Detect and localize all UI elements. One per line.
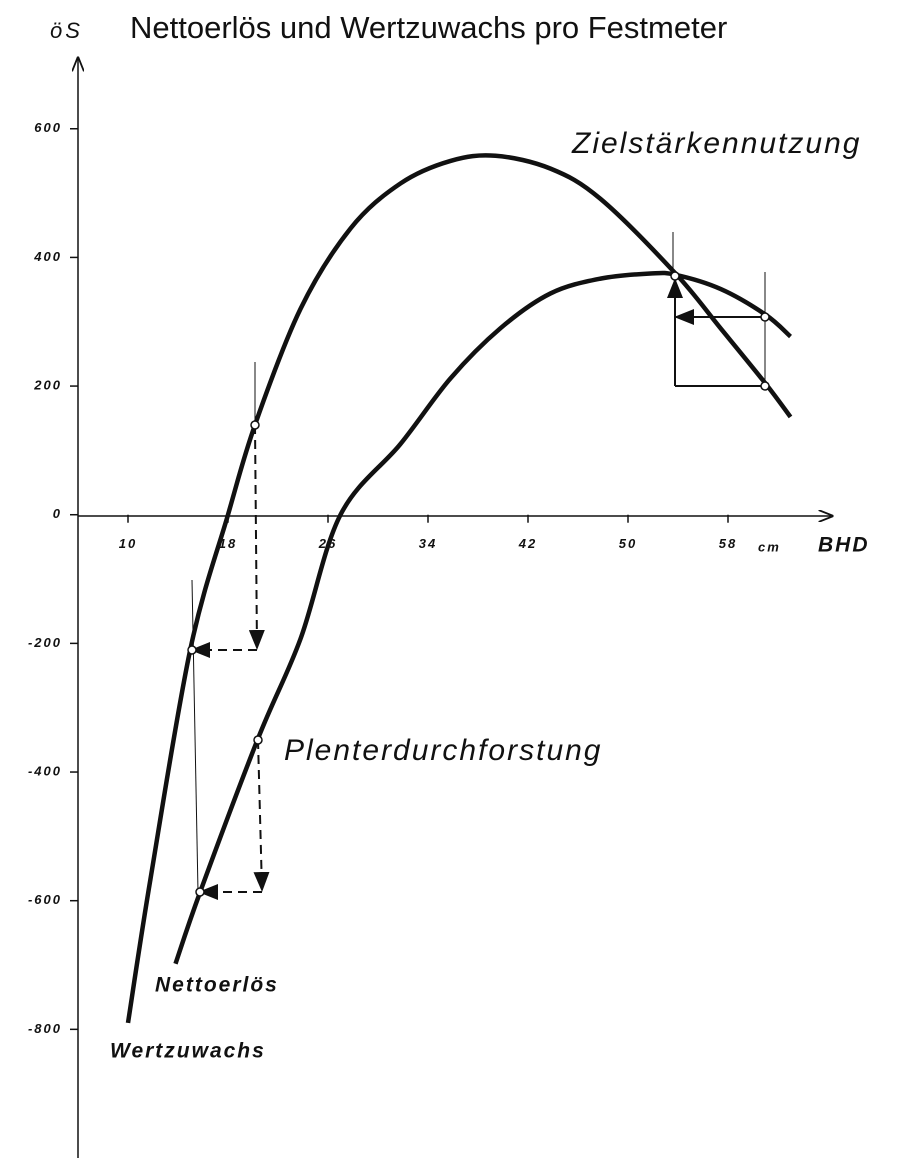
x-axis-label: BHD: [818, 534, 870, 557]
legend-label: Nettoerlös: [155, 974, 279, 997]
construction-lines: [190, 232, 766, 900]
y-tick-label: -200: [28, 635, 62, 650]
line: [125, 153, 793, 1024]
y-tick-label: 200: [33, 378, 62, 393]
x-tick-label: 58: [719, 536, 737, 551]
x-tick-label: 18: [219, 536, 237, 551]
y-tick-label: 400: [33, 249, 62, 264]
y-axis-label: öS: [50, 18, 83, 43]
x-tick-label: 10: [119, 536, 137, 551]
chart-title: Nettoerlös und Wertzuwachs pro Festmeter: [130, 10, 727, 45]
x-tick-label: 42: [518, 536, 537, 551]
y-tick-label: 0: [53, 506, 62, 521]
y-tick-label: -400: [28, 763, 62, 778]
x-tick-label: 50: [619, 536, 637, 551]
legend-label: Wertzuwachs: [110, 1040, 266, 1063]
x-unit: cm: [758, 539, 781, 554]
markers: [187, 271, 770, 897]
y-tick-label: -600: [28, 892, 62, 907]
annotation: Plenterdurchforstung: [284, 734, 603, 767]
annotation: Zielstärkennutzung: [571, 127, 861, 160]
y-tick-label: -800: [28, 1021, 62, 1036]
x-tick-label: 34: [419, 536, 437, 551]
line: [173, 270, 793, 965]
y-tick-label: 600: [34, 120, 62, 135]
